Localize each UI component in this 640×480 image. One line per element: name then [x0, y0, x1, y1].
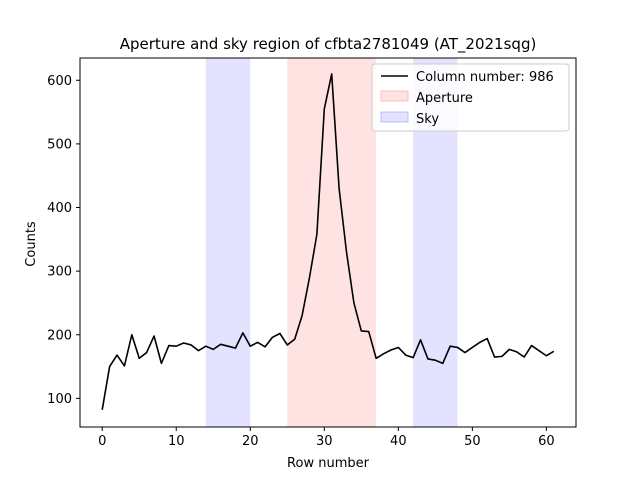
legend-aperture-swatch	[380, 90, 409, 102]
y-tick-label: 200	[47, 328, 72, 343]
x-axis-label: Row number	[287, 456, 370, 471]
legend-sky-swatch	[380, 111, 409, 123]
y-tick-label: 400	[47, 201, 72, 216]
legend-entry-series: Column number: 986	[416, 70, 554, 85]
legend: Column number: 986 Aperture Sky	[371, 63, 570, 132]
plot-frame	[79, 57, 577, 428]
y-axis-label: Counts	[24, 221, 39, 267]
y-tick-label: 600	[47, 74, 72, 89]
y-tick-label: 500	[47, 137, 72, 152]
x-tick-label: 40	[390, 434, 407, 449]
y-axis-ticks: 100 200 300 400 500 600	[47, 74, 80, 407]
sky-region-0	[205, 58, 251, 427]
legend-entry-aperture: Aperture	[416, 91, 473, 106]
x-tick-label: 30	[316, 434, 333, 449]
x-tick-label: 50	[464, 434, 481, 449]
y-tick-label: 100	[47, 392, 72, 407]
aperture-region-0	[287, 58, 377, 427]
x-tick-label: 0	[98, 434, 106, 449]
x-tick-label: 60	[538, 434, 555, 449]
legend-entry-sky: Sky	[416, 112, 439, 127]
chart-title: Aperture and sky region of cfbta2781049 …	[120, 35, 537, 54]
series-lines	[101, 73, 555, 410]
x-tick-label: 10	[168, 434, 185, 449]
x-axis-ticks: 0 10 20 30 40 50 60	[98, 427, 555, 449]
y-tick-label: 300	[47, 265, 72, 280]
legend-box	[371, 63, 570, 132]
x-tick-label: 20	[242, 434, 259, 449]
series-line-0	[101, 73, 555, 410]
